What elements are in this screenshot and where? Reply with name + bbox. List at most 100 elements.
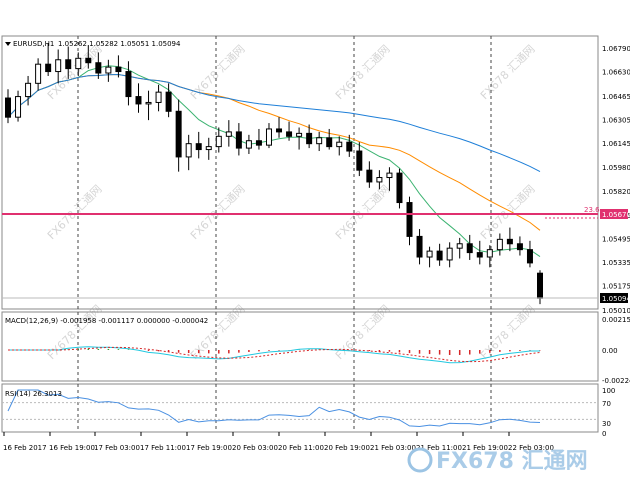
macd-signal-line (8, 346, 541, 363)
hline-price-label: 1.05670 (602, 211, 630, 219)
candle-body (205, 146, 212, 151)
candle-body (366, 169, 373, 183)
price-tick-label: 1.06145 (602, 140, 630, 148)
watermark-text: FX678 汇通网 (333, 182, 393, 242)
time-tick-label: 20 Feb 03:00 (232, 444, 278, 452)
time-tick-label: 21 Feb 03:00 (370, 444, 416, 452)
time-tick-label: 16 Feb 19:00 (49, 444, 95, 452)
candle-body (316, 137, 323, 145)
candle-body (526, 249, 533, 264)
candle-body (75, 57, 82, 70)
ma-slow-line (7, 73, 541, 173)
candle-body (5, 97, 11, 118)
price-tick-label: 1.05495 (602, 236, 630, 244)
candle-body (65, 59, 72, 70)
price-tick-label: 1.05980 (602, 164, 630, 172)
symbol-dropdown-icon[interactable] (5, 42, 11, 46)
watermark-text: FX678 汇通网 (333, 302, 393, 362)
price-tick-label: 1.05335 (602, 259, 630, 267)
rsi-line (7, 389, 541, 428)
price-tick-label: 1.06630 (602, 69, 630, 77)
rsi-tick-label: 100 (602, 387, 615, 395)
candle-body (426, 250, 433, 258)
candle-body (506, 238, 513, 245)
large-watermark-text: FX678 汇通网 (436, 449, 588, 474)
candle-body (105, 66, 112, 74)
candle-body (115, 66, 122, 73)
time-tick-label: 20 Feb 11:00 (278, 444, 324, 452)
macd-histogram (8, 346, 541, 364)
price-axis: 1.06790 1.06630 1.06465 1.06305 1.06145 1.059… (602, 45, 630, 315)
rsi-tick-label: 30 (602, 420, 611, 428)
price-tick-label: 1.06465 (602, 93, 630, 101)
rsi-axis: 100 70 30 0 (602, 387, 615, 438)
candle-body (45, 63, 52, 73)
watermark-text: FX678 汇通网 (188, 302, 248, 362)
candle-body (486, 249, 493, 258)
macd-panel[interactable] (1, 311, 599, 382)
candle-body (306, 132, 313, 145)
price-panel[interactable] (1, 35, 599, 310)
chart-header: EURUSD,H1 1.05262 1.05282 1.05051 1.0509… (5, 40, 208, 398)
candle-body (416, 235, 423, 258)
candle-body (286, 131, 293, 137)
price-tick-label: 1.05820 (602, 188, 630, 196)
candle-body (406, 202, 413, 237)
macd-line (8, 346, 540, 364)
candle-body (456, 243, 463, 249)
price-tick-label: 1.05010 (602, 307, 630, 315)
candle-body (255, 140, 262, 146)
candle-body (346, 141, 353, 152)
candle-body (155, 91, 162, 103)
candle-body (25, 82, 32, 98)
ma-fast-line (7, 65, 541, 258)
candle-body (145, 101, 152, 105)
candle-body (446, 247, 453, 261)
time-tick-label: 16 Feb 2017 (3, 444, 47, 452)
time-tick-label: 20 Feb 19:00 (324, 444, 370, 452)
rsi-tick-label: 0 (602, 430, 606, 438)
watermark-text: FX678 汇通网 (478, 182, 538, 242)
candle-body (376, 177, 383, 183)
watermark-text: FX678 汇通网 (333, 42, 393, 102)
candle-body (386, 172, 393, 179)
macd-tick-label: 0.00 (602, 347, 618, 355)
candles-group (5, 43, 543, 305)
hline-price-tag (600, 209, 628, 219)
watermark-text: FX678 汇通网 (45, 302, 105, 362)
macd-axis: 0.002156 0.00 -0.002245 (602, 316, 630, 385)
candle-body (85, 57, 92, 64)
current-price-tag (600, 293, 628, 303)
candle-body (326, 137, 333, 148)
time-tick-label: 17 Feb 19:00 (186, 444, 232, 452)
symbol-label: EURUSD,H1 (13, 40, 54, 48)
time-tick-label: 17 Feb 11:00 (140, 444, 186, 452)
candle-body (235, 131, 242, 149)
current-price-label: 1.05094 (602, 295, 630, 303)
time-axis: 16 Feb 2017 16 Feb 19:00 17 Feb 03:00 17 Fe… (3, 432, 554, 452)
fx678-logo-icon (407, 447, 433, 473)
candle-body (55, 59, 62, 73)
watermark-text: FX678 汇通网 (45, 182, 105, 242)
time-tick-label: 17 Feb 03:00 (94, 444, 140, 452)
candle-body (15, 96, 22, 118)
rsi-label: RSI(14) 26.3013 (5, 390, 62, 398)
rsi-panel[interactable] (1, 383, 599, 433)
fx678-logo-watermark: FX678 汇通网 (407, 447, 588, 474)
candle-body (165, 91, 172, 112)
candle-body (516, 243, 523, 251)
candle-body (356, 150, 363, 171)
candle-body (296, 132, 303, 137)
macd-label: MACD(12,26,9) -0.001958 -0.001117 0.0000… (5, 317, 208, 325)
price-tick-label: 1.05175 (602, 283, 630, 291)
candle-body (436, 250, 443, 261)
candle-body (466, 243, 473, 254)
candle-body (135, 96, 142, 105)
candle-body (245, 140, 252, 149)
candle-body (95, 62, 102, 74)
candle-body (537, 272, 543, 299)
candle-body (125, 71, 132, 98)
candle-body (336, 141, 343, 148)
